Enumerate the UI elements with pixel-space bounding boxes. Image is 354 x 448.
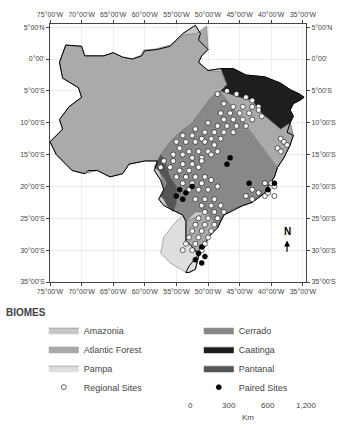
svg-text:Km: Km (242, 413, 254, 422)
svg-text:5°00'S: 5°00'S (311, 87, 332, 94)
svg-text:10°00'S: 10°00'S (311, 119, 336, 126)
svg-text:40°00'W: 40°00'W (258, 288, 285, 295)
svg-text:Amazonia: Amazonia (84, 326, 124, 336)
svg-text:65°00'W: 65°00'W (100, 11, 127, 18)
svg-text:Pampa: Pampa (84, 364, 113, 374)
svg-text:BIOMES: BIOMES (6, 307, 46, 318)
svg-text:75°00'W: 75°00'W (37, 288, 64, 295)
svg-text:30°00'S: 30°00'S (20, 247, 45, 254)
svg-text:1,200: 1,200 (296, 401, 317, 410)
svg-text:5°00'N: 5°00'N (24, 24, 45, 31)
svg-text:15°00'S: 15°00'S (20, 151, 45, 158)
svg-text:Pantanal: Pantanal (239, 364, 275, 374)
svg-text:Paired Sites: Paired Sites (239, 383, 288, 393)
svg-text:5°00'S: 5°00'S (24, 87, 45, 94)
svg-text:0°00': 0°00' (29, 55, 45, 62)
svg-text:20°00'S: 20°00'S (20, 183, 45, 190)
svg-text:55°00'W: 55°00'W (163, 288, 190, 295)
svg-text:300: 300 (222, 401, 236, 410)
svg-text:60°00'W: 60°00'W (132, 288, 159, 295)
svg-text:55°00'W: 55°00'W (163, 11, 190, 18)
svg-text:25°00'S: 25°00'S (20, 215, 45, 222)
svg-text:60°00'W: 60°00'W (132, 11, 159, 18)
svg-text:20°00'S: 20°00'S (311, 183, 336, 190)
svg-text:35°00'S: 35°00'S (311, 278, 336, 285)
svg-text:25°00'S: 25°00'S (311, 215, 336, 222)
svg-text:45°00'W: 45°00'W (226, 11, 253, 18)
svg-text:N: N (284, 226, 291, 237)
svg-text:Atlantic Forest: Atlantic Forest (84, 345, 142, 355)
svg-text:Regional Sites: Regional Sites (84, 383, 143, 393)
svg-text:600: 600 (261, 401, 275, 410)
svg-text:70°00'W: 70°00'W (68, 11, 95, 18)
svg-text:0: 0 (188, 401, 193, 410)
svg-text:Cerrado: Cerrado (239, 326, 272, 336)
svg-text:15°00'S: 15°00'S (311, 151, 336, 158)
svg-text:Caatinga: Caatinga (239, 345, 275, 355)
svg-text:75°00'W: 75°00'W (37, 11, 64, 18)
svg-text:50°00'W: 50°00'W (195, 288, 222, 295)
svg-text:10°00'S: 10°00'S (20, 119, 45, 126)
svg-text:35°00'S: 35°00'S (20, 278, 45, 285)
svg-text:50°00'W: 50°00'W (195, 11, 222, 18)
svg-text:40°00'W: 40°00'W (258, 11, 285, 18)
svg-text:35°00'W: 35°00'W (290, 288, 317, 295)
svg-text:5°00'N: 5°00'N (311, 24, 332, 31)
svg-text:70°00'W: 70°00'W (68, 288, 95, 295)
svg-text:30°00'S: 30°00'S (311, 247, 336, 254)
svg-text:0°00': 0°00' (311, 55, 327, 62)
svg-text:65°00'W: 65°00'W (100, 288, 127, 295)
svg-text:45°00'W: 45°00'W (226, 288, 253, 295)
svg-text:35°00'W: 35°00'W (290, 11, 317, 18)
